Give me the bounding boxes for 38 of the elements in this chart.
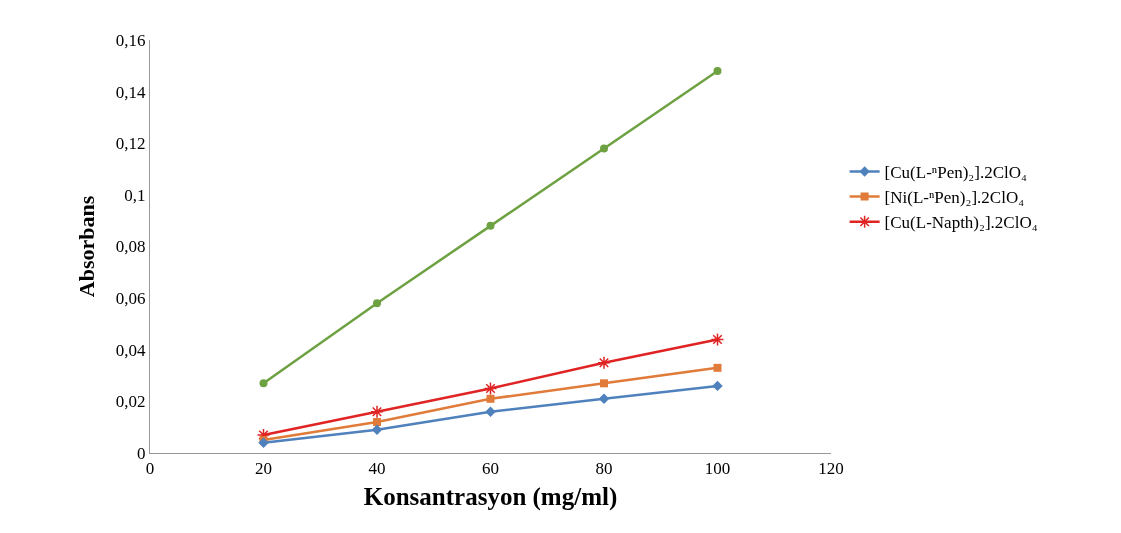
point xyxy=(483,381,498,396)
point xyxy=(600,379,608,388)
x-tick-label: 100 xyxy=(704,459,731,479)
y-tick-label: 0,16 xyxy=(115,30,146,50)
y-tick-label: 0 xyxy=(137,443,146,463)
point xyxy=(712,380,723,392)
point xyxy=(598,393,610,404)
y-tick-label: 0,12 xyxy=(115,134,146,154)
point xyxy=(373,418,381,427)
legend-label: [Cu(L-Napth)₂].2ClO₄ xyxy=(884,213,1038,233)
legend-label: [Ni(L-ⁿPen)₂].2ClO₄ xyxy=(884,188,1025,208)
point xyxy=(597,355,611,370)
x-axis-title: Konsantrasyon (mg/ml) xyxy=(363,483,618,512)
point xyxy=(713,66,722,75)
point xyxy=(486,394,495,403)
point xyxy=(259,379,268,388)
point xyxy=(485,406,496,417)
y-tick-label: 0,08 xyxy=(115,237,146,257)
point xyxy=(256,428,271,442)
x-tick-label: 120 xyxy=(818,459,844,479)
y-tick-label: 0,06 xyxy=(115,289,146,309)
x-tick-label: 40 xyxy=(368,459,386,479)
point xyxy=(370,404,384,419)
x-tick-label: 80 xyxy=(595,459,613,479)
y-axis-title: Absorbans xyxy=(73,195,99,298)
point xyxy=(710,332,725,347)
y-tick-label: 0,1 xyxy=(124,185,146,205)
point xyxy=(600,144,608,153)
x-tick-label: 20 xyxy=(255,459,272,479)
y-tick-label: 0,14 xyxy=(115,82,147,102)
y-tick-label: 0,02 xyxy=(115,392,146,412)
point xyxy=(371,424,383,435)
legend-label: [Cu(L-ⁿPen)₂].2ClO₄ xyxy=(884,163,1028,183)
point xyxy=(486,221,495,230)
point xyxy=(713,363,722,372)
y-tick-label: 0,04 xyxy=(115,340,147,360)
x-tick-label: 60 xyxy=(482,459,499,479)
point xyxy=(373,299,381,308)
